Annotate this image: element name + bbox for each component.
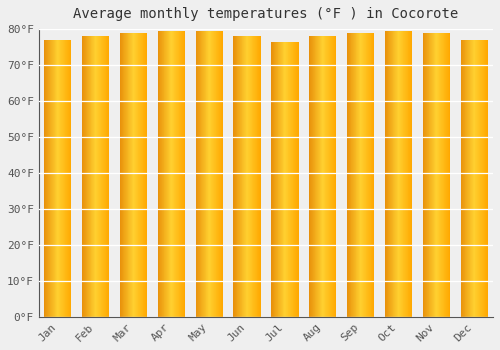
Title: Average monthly temperatures (°F ) in Cocorote: Average monthly temperatures (°F ) in Co… — [74, 7, 458, 21]
